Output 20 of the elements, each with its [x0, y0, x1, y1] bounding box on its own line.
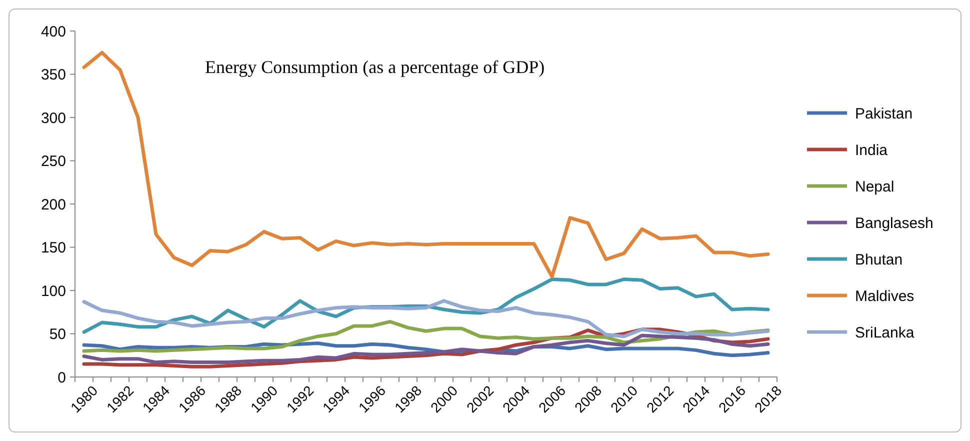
line-series	[82, 299, 770, 338]
y-tick-label: 200	[40, 196, 66, 214]
legend-label: Maldives	[855, 288, 914, 305]
y-tick-label: 150	[40, 240, 66, 256]
line-series	[82, 334, 770, 364]
y-tick-label: 400	[40, 23, 66, 40]
legend-label: India	[855, 142, 888, 159]
y-tick-label: 350	[40, 66, 66, 84]
legend-label: Pakistan	[855, 105, 913, 122]
text: Energy Consumption (as a percentage of GDP)	[205, 57, 545, 77]
y-tick-label: 100	[40, 282, 66, 300]
y-tick-label: 300	[40, 110, 66, 127]
y-tick-label: 50	[49, 326, 66, 343]
legend-label: SriLanka	[855, 324, 915, 342]
y-tick-label: 250	[40, 153, 66, 170]
line-series	[82, 50, 770, 278]
legend-label: Nepal	[855, 178, 894, 196]
legend-label: Banglasesh	[855, 214, 934, 232]
legend-label: Bhutan	[855, 251, 903, 268]
y-tick-label: 0	[58, 369, 66, 386]
